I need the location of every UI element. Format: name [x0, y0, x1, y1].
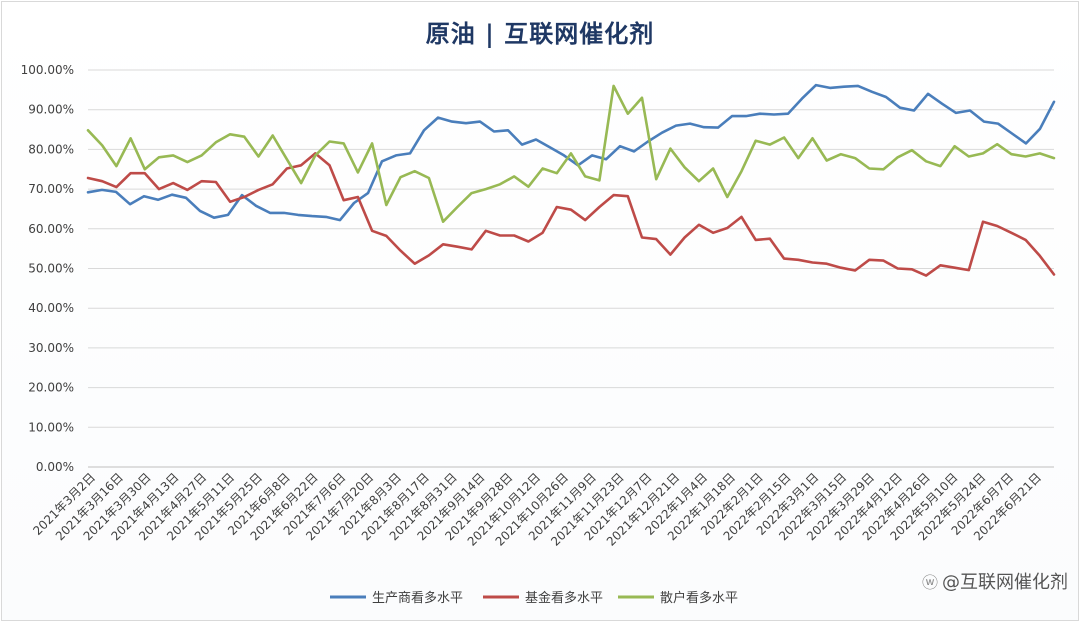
y-tick-label: 70.00% — [28, 182, 74, 196]
y-tick-label: 30.00% — [28, 341, 74, 355]
y-tick-label: 60.00% — [28, 222, 74, 236]
watermark: ⓦ @互联网催化剂 — [922, 568, 1068, 594]
y-tick-label: 50.00% — [28, 262, 74, 276]
y-tick-label: 20.00% — [28, 381, 74, 395]
y-tick-label: 0.00% — [36, 460, 74, 474]
y-tick-label: 80.00% — [28, 142, 74, 156]
y-tick-label: 10.00% — [28, 420, 74, 434]
watermark-text: @互联网催化剂 — [942, 572, 1068, 593]
series-lines — [86, 83, 1056, 277]
x-axis-tick-labels: 2021年3月2日2021年3月16日2021年3月30日2021年4月13日2… — [30, 470, 1044, 549]
chart-title: 原油 | 互联网催化剂 — [425, 19, 655, 48]
y-axis-tick-labels: 0.00% 10.00% 20.00% 30.00% 40.00% 50.00% 60.00… — [21, 63, 74, 474]
grid-lines — [88, 69, 1054, 468]
legend-label-2: 基金看多水平 — [525, 590, 603, 606]
series-line-3 — [86, 84, 1056, 223]
series-line-2 — [86, 152, 1056, 277]
legend: 生产商看多水平 基金看多水平 散户看多水平 — [330, 590, 738, 606]
y-tick-label: 40.00% — [28, 301, 74, 315]
weibo-icon: ⓦ — [921, 573, 938, 592]
y-tick-label: 90.00% — [28, 103, 74, 117]
legend-label-1: 生产商看多水平 — [372, 590, 463, 606]
y-tick-label: 100.00% — [21, 63, 74, 77]
series-line-1 — [86, 83, 1056, 222]
legend-label-3: 散户看多水平 — [660, 590, 738, 606]
